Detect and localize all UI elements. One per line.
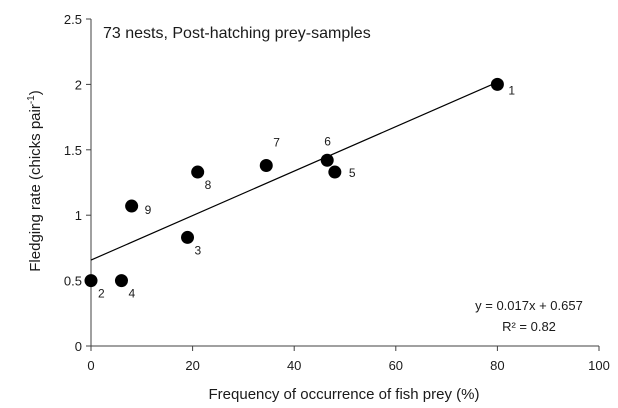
point-label-7: 7	[273, 135, 280, 149]
point-label-2: 2	[98, 287, 105, 301]
data-point-6	[320, 153, 334, 167]
x-tick-label: 0	[87, 358, 94, 373]
point-label-5: 5	[349, 166, 356, 180]
x-tick-label: 60	[389, 358, 403, 373]
axes	[90, 19, 599, 347]
y-axis-title: Fledging rate (chicks pair-1)	[26, 90, 44, 271]
trendline-group	[90, 81, 498, 261]
y-axis-title-superscript: -1	[26, 95, 37, 104]
data-point-9	[125, 199, 139, 213]
data-point-1	[490, 77, 504, 91]
r-squared-label: R² = 0.82	[502, 319, 556, 334]
y-tick-label: 2.5	[64, 12, 82, 27]
y-tick-label: 1	[75, 208, 82, 223]
data-points	[84, 77, 504, 288]
data-point-2	[84, 274, 98, 288]
y-tick-label: 1.5	[64, 143, 82, 158]
x-axis-ticks: 0 20 40 60 80 100	[87, 346, 610, 373]
trendline	[90, 81, 498, 261]
data-point-7	[259, 158, 273, 172]
x-tick-label: 20	[185, 358, 199, 373]
point-labels: 1 2 3 4 5 6 7 8 9	[98, 83, 515, 300]
y-tick-label: 0.5	[64, 274, 82, 289]
point-label-1: 1	[508, 83, 515, 97]
y-axis-title-main: Fledging rate (chicks pair	[27, 104, 44, 272]
y-axis-title-close: )	[27, 90, 44, 95]
point-label-9: 9	[145, 203, 152, 217]
y-tick-label: 0	[75, 339, 82, 354]
trendline-equation: y = 0.017x + 0.657	[475, 298, 583, 313]
y-axis-ticks: 0 0.5 1 1.5 2 2.5	[64, 12, 91, 354]
point-label-6: 6	[324, 134, 331, 148]
x-tick-label: 40	[287, 358, 301, 373]
point-label-4: 4	[128, 287, 135, 301]
chart-annotation: 73 nests, Post-hatching prey-samples	[103, 25, 371, 42]
data-point-3	[181, 230, 195, 244]
x-tick-label: 80	[490, 358, 504, 373]
point-label-3: 3	[195, 243, 202, 257]
data-point-4	[114, 274, 128, 288]
x-axis-title: Frequency of occurrence of fish prey (%)	[209, 386, 480, 403]
data-point-5	[328, 165, 342, 179]
point-label-8: 8	[205, 178, 212, 192]
x-tick-label: 100	[588, 358, 610, 373]
data-point-8	[191, 165, 205, 179]
y-tick-label: 2	[75, 77, 82, 92]
